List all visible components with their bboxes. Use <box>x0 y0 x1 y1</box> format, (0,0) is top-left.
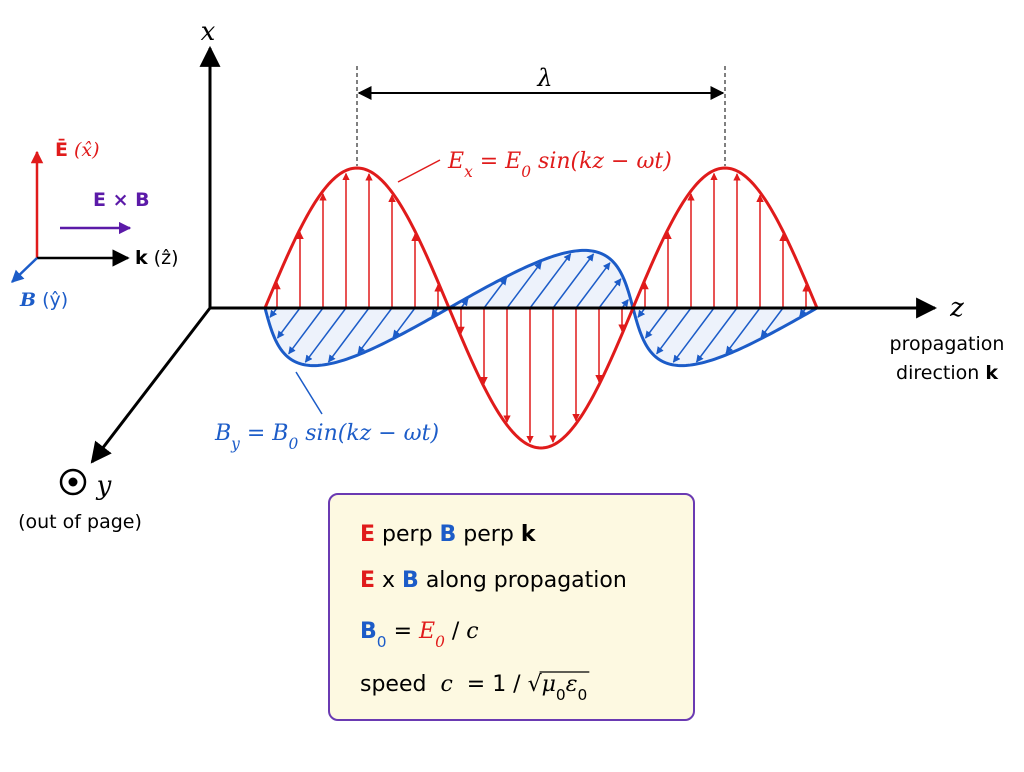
b-field-arrow <box>327 307 370 363</box>
b-field-arrow <box>637 307 646 318</box>
legend-symbol: B <box>19 289 36 311</box>
z-note: direction k <box>896 362 998 384</box>
b-field-arrow <box>357 307 393 354</box>
s: x <box>375 568 402 593</box>
eq-part: B <box>214 421 231 446</box>
z-note-k: k <box>985 362 998 384</box>
summary-line: B0 = E0 / c <box>360 619 479 651</box>
b-field-arrow <box>529 253 572 309</box>
x-label: x <box>201 17 216 47</box>
summary-line: E x B along propagation <box>360 568 627 593</box>
s: B <box>402 568 419 593</box>
b-field-arrow <box>575 262 611 309</box>
s: c <box>440 672 452 697</box>
s: speed <box>360 672 440 697</box>
b-field-arrow <box>392 307 416 338</box>
eq-part: sin(kz − ωt) <box>531 149 672 174</box>
legend-b: B (ŷ) <box>19 289 68 311</box>
b-field-arrow <box>598 278 622 309</box>
eq-part: E <box>447 149 464 174</box>
s: 0 <box>377 633 387 651</box>
legend-dir: (ẑ) <box>148 247 179 269</box>
e-equation: Ex = E0 sin(kz − ωt) <box>447 149 672 181</box>
s: = <box>387 619 419 644</box>
summary-line: speed c = 1 / √μ0ε0 <box>360 672 587 704</box>
s: ε <box>566 672 578 697</box>
s: = 1 / √ <box>453 672 543 697</box>
eq-sub: 0 <box>288 435 298 453</box>
y-axis <box>90 307 212 464</box>
summary-box <box>328 493 695 721</box>
s: perp <box>456 522 521 547</box>
b-field-arrow <box>672 307 715 363</box>
s: perp <box>375 522 440 547</box>
eq-sub: y <box>230 435 240 453</box>
z-label: z <box>949 293 964 323</box>
z-note: propagation <box>890 333 1005 355</box>
eq-sub: 0 <box>521 163 531 181</box>
eq-part: sin(kz − ωt) <box>298 421 439 446</box>
summary-line: E perp B perp k <box>360 522 537 547</box>
legend-e: Ē (x̂) <box>55 138 100 161</box>
b-field-arrow <box>552 253 595 309</box>
b-field-arrow <box>506 261 542 309</box>
e-wave <box>263 166 819 450</box>
eq-part: = B <box>240 421 289 446</box>
legend-dir: (x̂) <box>68 139 100 161</box>
b-field-arrow <box>460 298 469 309</box>
legend-symbol: Ē <box>55 138 68 161</box>
b-field-arrow <box>288 307 324 355</box>
b-field-arrow <box>483 277 508 309</box>
b-field-arrow <box>695 307 738 363</box>
leader <box>397 159 441 183</box>
eq-sub: x <box>464 163 473 181</box>
out-of-page-symbol <box>59 468 87 496</box>
b-field-arrow <box>656 307 692 355</box>
s: 0 <box>578 686 588 704</box>
legend-dir: (ŷ) <box>36 289 68 311</box>
b-field-arrow <box>269 307 278 318</box>
wavelength-label: λ <box>536 64 552 92</box>
b-field-arrow <box>276 307 301 339</box>
y-note: (out of page) <box>18 511 142 533</box>
s: E <box>418 619 435 644</box>
b-equation: By = B0 sin(kz − ωt) <box>214 421 439 453</box>
s: along propagation <box>419 568 627 593</box>
out-of-page-dot <box>68 477 78 487</box>
b-field-arrow <box>725 307 761 354</box>
s: / <box>445 619 466 644</box>
b-field-arrow <box>304 307 347 363</box>
z-note-text: direction <box>896 362 985 384</box>
legend-exb: E × B <box>93 189 150 211</box>
s: 0 <box>556 686 566 704</box>
s: k <box>521 522 537 547</box>
s: B <box>360 619 377 644</box>
b-field-arrow <box>760 307 784 338</box>
b-wave <box>263 248 818 368</box>
s: μ <box>542 672 556 697</box>
b-field-arrow <box>644 307 669 339</box>
y-label: y <box>96 471 112 501</box>
s: 0 <box>435 633 445 651</box>
legend-symbol: k <box>135 247 148 269</box>
s: B <box>440 522 457 547</box>
s: c <box>466 619 478 644</box>
eq-part: = E <box>473 149 521 174</box>
legend-k: k (ẑ) <box>135 247 178 269</box>
s: E <box>360 568 375 593</box>
leader <box>295 371 323 415</box>
s: E <box>360 522 375 547</box>
legend-b-arrow <box>11 257 38 283</box>
